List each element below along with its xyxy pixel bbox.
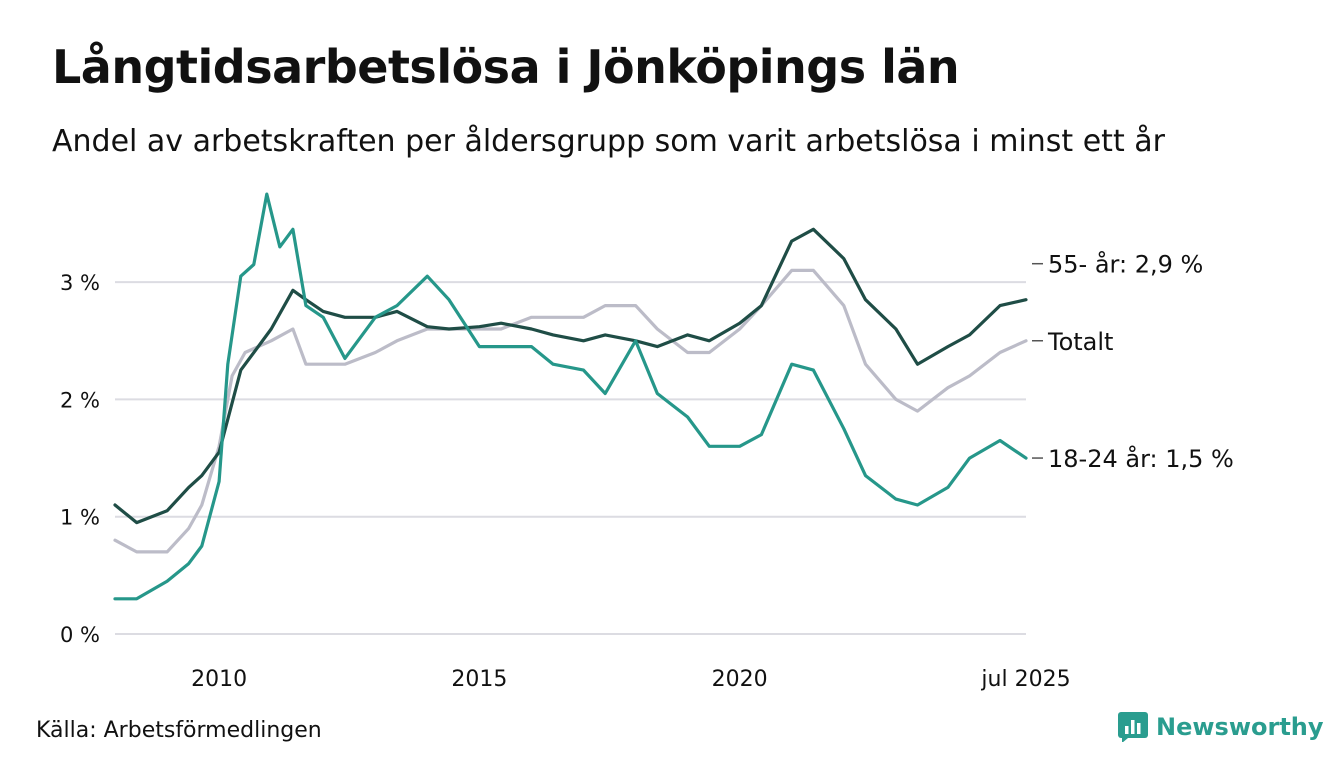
- y-tick-label: 0 %: [60, 623, 100, 647]
- series-end-label: 18-24 år: 1,5 %: [1048, 444, 1234, 473]
- y-tick-label: 2 %: [60, 388, 100, 412]
- series-line: [113, 227, 1028, 525]
- y-tick-label: 1 %: [60, 506, 100, 530]
- series-line: [113, 192, 1028, 601]
- x-tick-label: 2015: [451, 667, 507, 692]
- x-tick-label: 2010: [191, 667, 247, 692]
- series-end-label: 55- år: 2,9 %: [1048, 250, 1203, 279]
- source-note: Källa: Arbetsförmedlingen: [36, 718, 322, 743]
- brand-name: Newsworthy: [1156, 713, 1324, 741]
- brand-logo: Newsworthy: [1118, 712, 1324, 742]
- chart-title: Långtidsarbetslösa i Jönköpings län: [52, 40, 960, 94]
- y-tick-label: 3 %: [60, 271, 100, 295]
- gridlines: [115, 281, 1026, 635]
- y-axis-ticks: 0 % 1 % 2 % 3 %: [60, 271, 100, 647]
- series-lines: [113, 192, 1028, 601]
- series-end-labels: Totalt 55- år: 2,9 % 18-24 år: 1,5 %: [1032, 250, 1234, 473]
- series-line: [113, 268, 1028, 554]
- chart-subtitle: Andel av arbetskraften per åldersgrupp s…: [52, 124, 1165, 159]
- bar-chart-logo-icon: [1118, 712, 1148, 742]
- series-end-label: Totalt: [1047, 328, 1113, 356]
- x-axis-ticks: 2010 2015 2020 jul 2025: [191, 667, 1070, 692]
- line-chart: 0 % 1 % 2 % 3 % 2010 2015 2020 jul 2025 Totalt…: [60, 192, 1234, 692]
- x-tick-label: 2020: [712, 667, 768, 692]
- x-tick-label: jul 2025: [980, 667, 1070, 692]
